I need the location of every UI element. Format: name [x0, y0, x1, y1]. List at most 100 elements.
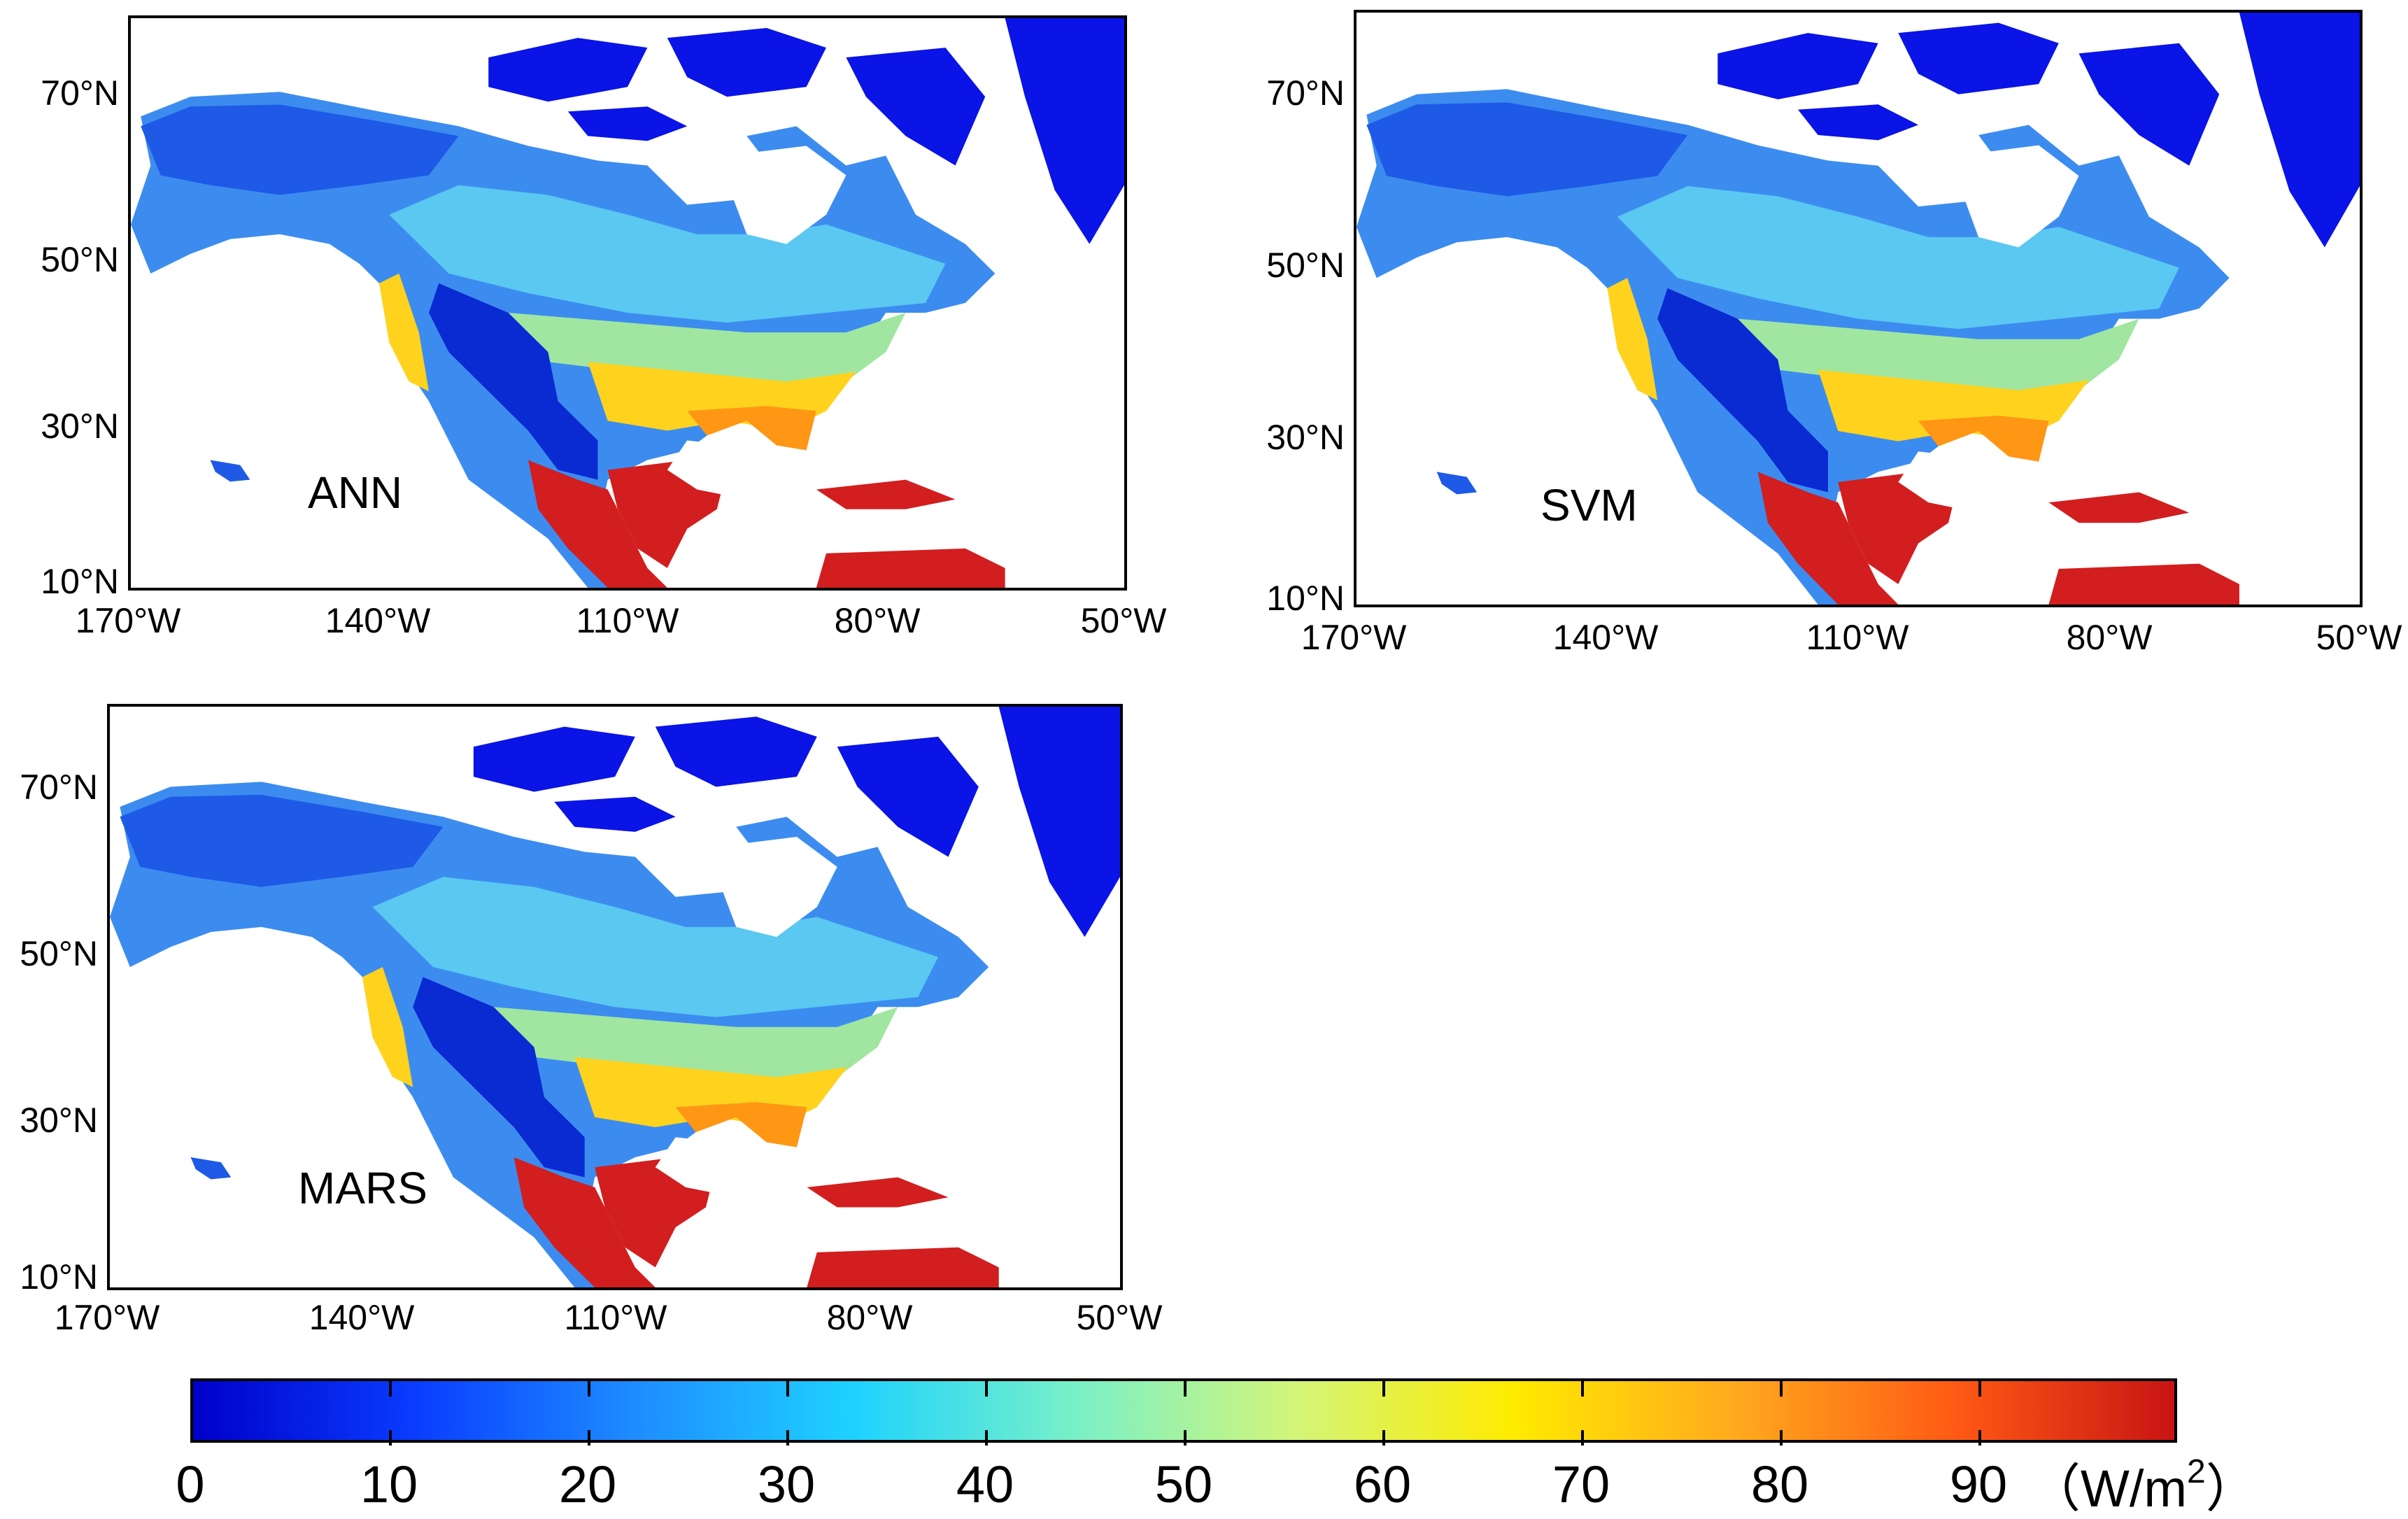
lon-tick-170: 170°W — [1301, 618, 1407, 657]
north-america-map-mars — [110, 707, 1120, 1287]
colorbar-tick-30 — [786, 1381, 789, 1446]
us-southeast-region — [687, 406, 816, 451]
panel-label-mars: MARS — [298, 1163, 427, 1213]
lat-tick-70: 70°N — [41, 73, 119, 113]
map-frame-ann — [128, 15, 1127, 591]
colorbar-tick-90 — [1978, 1381, 1981, 1446]
canada-mid-region — [389, 185, 946, 323]
greenland-region — [1005, 18, 1124, 244]
arctic-island-2-region — [655, 716, 817, 787]
colorbar-label-30: 30 — [757, 1455, 816, 1513]
arctic-island-1-region — [473, 726, 635, 792]
rockies-region — [413, 977, 585, 1178]
lon-tick-50: 50°W — [2316, 618, 2402, 657]
lon-tick-140: 140°W — [1552, 618, 1659, 657]
lon-tick-50: 50°W — [1080, 601, 1167, 640]
lon-tick-110: 110°W — [576, 601, 679, 640]
hudson-bay-region — [716, 837, 837, 938]
lat-tick-30: 30°N — [20, 1101, 98, 1140]
greenland-region — [998, 707, 1120, 938]
lat-tick-10: 10°N — [20, 1257, 98, 1297]
colorbar-label-20: 20 — [558, 1455, 617, 1513]
colorbar-tick-70 — [1581, 1381, 1584, 1446]
gulf-of-mexico-region — [1898, 451, 2029, 513]
lat-tick-50: 50°N — [20, 934, 98, 973]
canada-mid-region — [1617, 185, 2179, 330]
hudson-bay-region — [1958, 145, 2079, 248]
south-america-top-region — [807, 1247, 999, 1287]
mexico-tropics-region — [528, 460, 667, 588]
north-america-map-ann — [131, 18, 1124, 588]
colorbar-label-70: 70 — [1552, 1455, 1610, 1513]
caribbean-region — [816, 479, 956, 509]
colorbar-unit: （W/m2） — [2029, 1453, 2258, 1518]
colorbar-label-80: 80 — [1750, 1455, 1809, 1513]
colorbar-tick-10 — [389, 1381, 392, 1446]
lat-tick-10: 10°N — [1266, 579, 1345, 618]
map-frame-svm — [1354, 10, 2363, 607]
lon-tick-140: 140°W — [309, 1298, 415, 1337]
lon-tick-170: 170°W — [75, 601, 181, 640]
colorbar-label-40: 40 — [956, 1455, 1014, 1513]
arctic-island-1-region — [1718, 33, 1878, 99]
hudson-bay-region — [727, 146, 847, 244]
alaska-band-region — [1366, 102, 1688, 197]
lon-tick-80: 80°W — [834, 601, 921, 640]
colorbar-tick-60 — [1382, 1381, 1385, 1446]
us-southeast-region — [1918, 416, 2049, 462]
west-coast-warm-region — [362, 967, 413, 1087]
caribbean-region — [807, 1177, 949, 1208]
arctic-island-4-region — [1797, 104, 1919, 141]
alaska-band-region — [141, 104, 459, 195]
arctic-island-2-region — [1898, 22, 2059, 94]
colorbar-label-10: 10 — [360, 1455, 418, 1513]
rockies-region — [1657, 288, 1828, 493]
south-america-top-region — [2048, 563, 2239, 605]
arctic-island-1-region — [488, 38, 648, 102]
lon-tick-80: 80°W — [2066, 618, 2153, 657]
lat-tick-50: 50°N — [41, 240, 119, 279]
hawaii-region — [1436, 472, 1478, 495]
colorbar-label-90: 90 — [1949, 1455, 2008, 1513]
lat-tick-70: 70°N — [20, 768, 98, 807]
lon-tick-110: 110°W — [564, 1298, 667, 1337]
colorbar-tick-80 — [1780, 1381, 1783, 1446]
mexico-tropics-region — [1757, 472, 1899, 605]
lat-tick-30: 30°N — [1266, 418, 1345, 457]
west-coast-warm-region — [1607, 278, 1658, 401]
colorbar-label-50: 50 — [1154, 1455, 1213, 1513]
panel-label-ann: ANN — [308, 467, 403, 518]
hawaii-region — [190, 1157, 232, 1180]
greenland-region — [2239, 13, 2360, 248]
arctic-island-3-region — [846, 48, 986, 166]
lat-tick-50: 50°N — [1266, 246, 1345, 285]
colorbar-tick-20 — [588, 1381, 590, 1446]
lat-tick-10: 10°N — [41, 562, 119, 601]
colorbar-tick-40 — [985, 1381, 988, 1446]
lon-tick-50: 50°W — [1076, 1298, 1163, 1337]
arctic-island-3-region — [837, 736, 979, 857]
lon-tick-140: 140°W — [325, 601, 431, 640]
arctic-island-2-region — [667, 28, 826, 97]
map-frame-mars — [107, 704, 1123, 1290]
south-america-top-region — [816, 548, 1005, 588]
rockies-region — [429, 283, 598, 480]
canada-mid-region — [372, 877, 939, 1017]
hawaii-region — [210, 460, 250, 482]
gulf-of-mexico-region — [667, 440, 797, 500]
colorbar — [190, 1378, 2177, 1446]
north-america-map-svm — [1357, 13, 2360, 605]
colorbar-label-0: 0 — [176, 1455, 205, 1513]
alaska-band-region — [120, 794, 444, 887]
us-southeast-region — [675, 1102, 807, 1147]
west-coast-warm-region — [379, 273, 429, 392]
caribbean-region — [2048, 492, 2190, 523]
lon-tick-80: 80°W — [826, 1298, 913, 1337]
lon-tick-170: 170°W — [54, 1298, 160, 1337]
lon-tick-110: 110°W — [1806, 618, 1909, 657]
colorbar-tick-50 — [1184, 1381, 1187, 1446]
arctic-island-4-region — [567, 106, 688, 141]
panel-label-svm: SVM — [1541, 480, 1638, 530]
gulf-of-mexico-region — [655, 1137, 787, 1198]
arctic-island-3-region — [2078, 43, 2220, 166]
